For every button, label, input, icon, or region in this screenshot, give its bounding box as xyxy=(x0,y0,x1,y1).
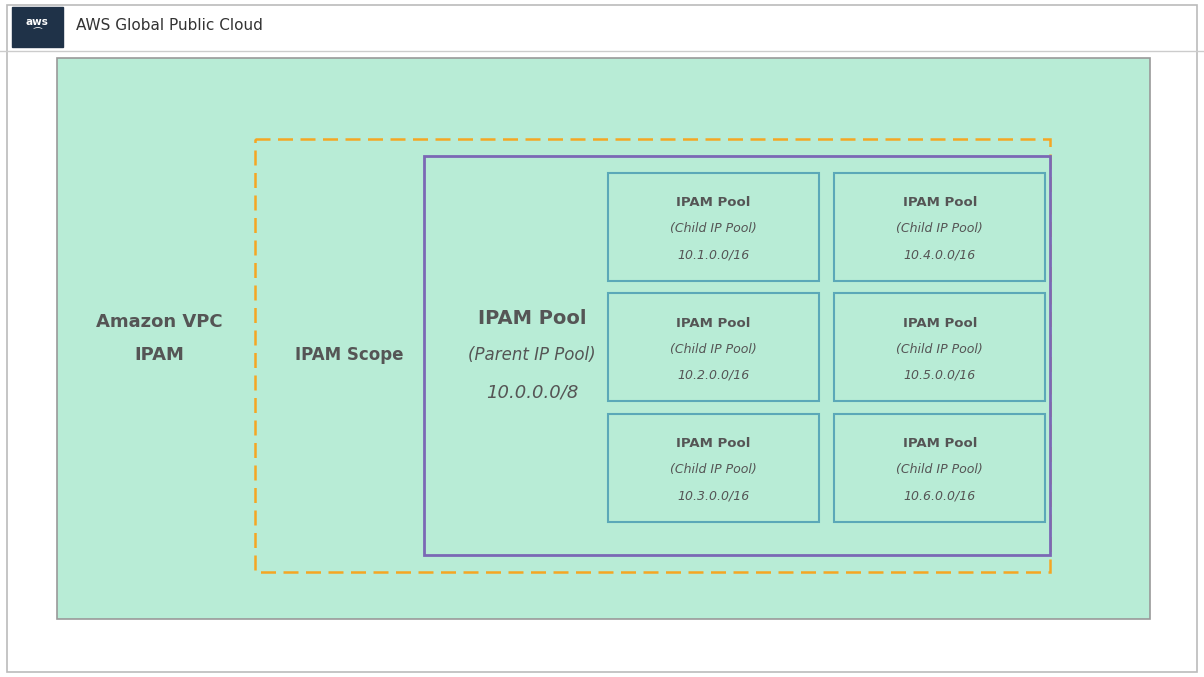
Text: IPAM Pool: IPAM Pool xyxy=(677,437,750,450)
Text: (Child IP Pool): (Child IP Pool) xyxy=(669,223,757,236)
Text: 10.6.0.0/16: 10.6.0.0/16 xyxy=(903,489,976,502)
Bar xyxy=(608,414,819,522)
Text: (Child IP Pool): (Child IP Pool) xyxy=(896,223,984,236)
Text: 10.2.0.0/16: 10.2.0.0/16 xyxy=(677,369,750,382)
Text: AWS Global Public Cloud: AWS Global Public Cloud xyxy=(76,18,262,33)
Text: IPAM Pool: IPAM Pool xyxy=(677,196,750,209)
Text: 10.0.0.0/8: 10.0.0.0/8 xyxy=(486,384,578,401)
Text: IPAM Pool: IPAM Pool xyxy=(903,437,976,450)
Text: 10.4.0.0/16: 10.4.0.0/16 xyxy=(903,248,976,261)
Bar xyxy=(424,156,1050,555)
Bar xyxy=(255,139,1050,572)
Bar xyxy=(834,293,1045,401)
Text: aws: aws xyxy=(26,17,48,27)
Text: (Child IP Pool): (Child IP Pool) xyxy=(896,343,984,356)
Text: (Parent IP Pool): (Parent IP Pool) xyxy=(468,347,596,364)
Text: IPAM Pool: IPAM Pool xyxy=(478,309,586,328)
Text: IPAM Pool: IPAM Pool xyxy=(903,317,976,330)
Text: 10.1.0.0/16: 10.1.0.0/16 xyxy=(677,248,750,261)
Text: Amazon VPC: Amazon VPC xyxy=(95,313,223,330)
Text: 10.3.0.0/16: 10.3.0.0/16 xyxy=(677,489,750,502)
Text: (Child IP Pool): (Child IP Pool) xyxy=(896,464,984,477)
Bar xyxy=(608,293,819,401)
Bar xyxy=(12,7,63,47)
Text: (Child IP Pool): (Child IP Pool) xyxy=(669,464,757,477)
Text: IPAM Pool: IPAM Pool xyxy=(677,317,750,330)
Bar xyxy=(834,173,1045,281)
Bar xyxy=(57,58,1150,619)
Text: (Child IP Pool): (Child IP Pool) xyxy=(669,343,757,356)
Text: ⁀: ⁀ xyxy=(34,29,41,39)
Bar xyxy=(608,173,819,281)
Text: IPAM Pool: IPAM Pool xyxy=(903,196,976,209)
Text: IPAM: IPAM xyxy=(134,347,184,364)
Text: 10.5.0.0/16: 10.5.0.0/16 xyxy=(903,369,976,382)
Bar xyxy=(834,414,1045,522)
Text: IPAM Scope: IPAM Scope xyxy=(295,347,403,364)
